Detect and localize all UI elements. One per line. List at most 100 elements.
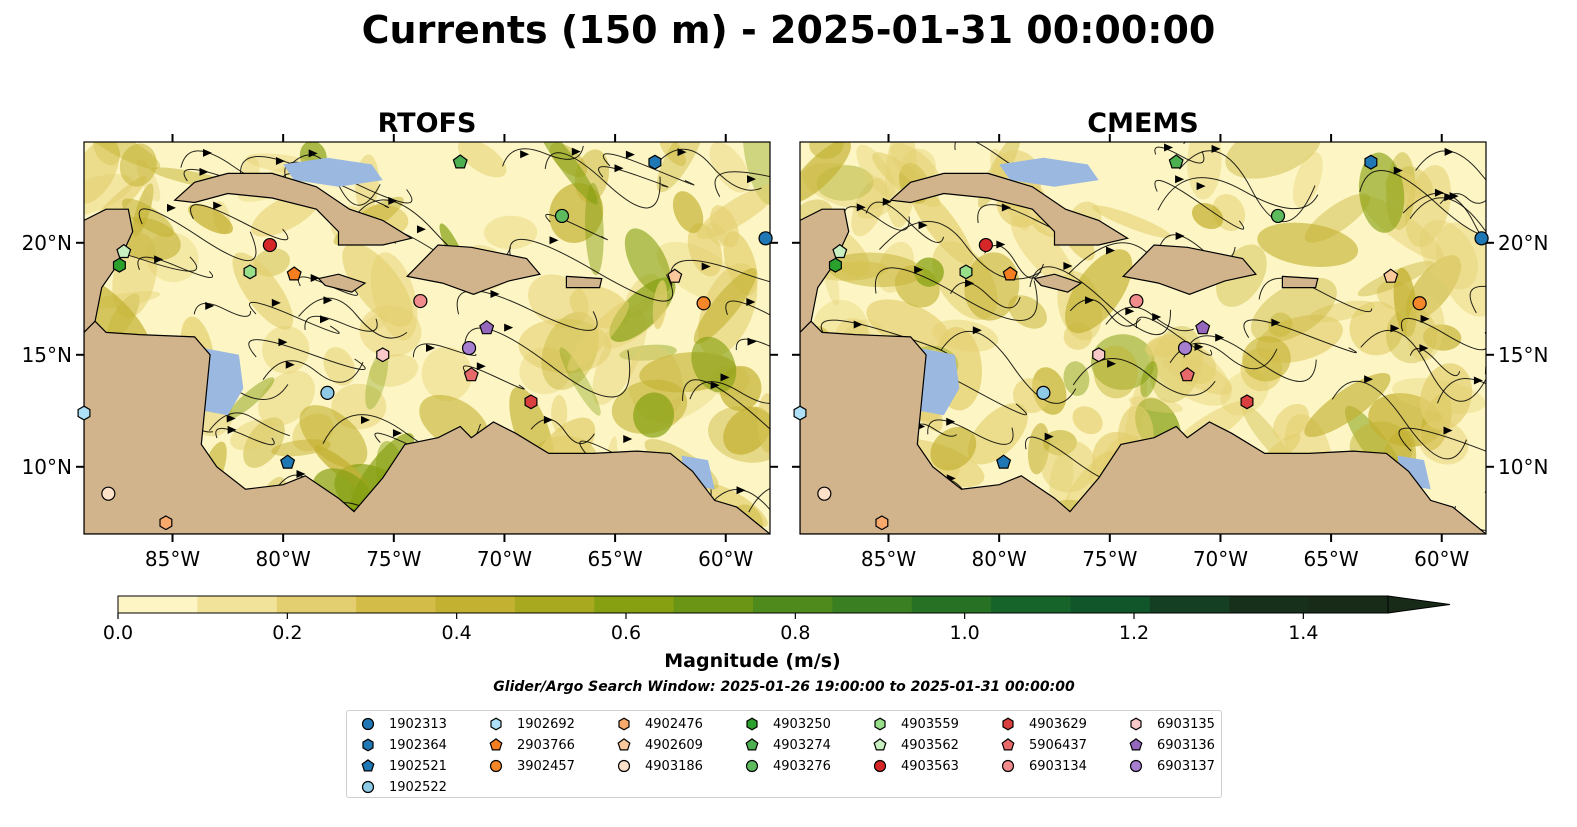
float-1902313 bbox=[1474, 231, 1489, 246]
legend-label: 1902521 bbox=[389, 758, 447, 774]
streamline bbox=[879, 220, 1042, 280]
streamline-arrow bbox=[166, 203, 176, 212]
legend-label: 5906437 bbox=[1029, 737, 1087, 753]
panel-title: RTOFS bbox=[378, 108, 477, 139]
y-tick-label: 15°N bbox=[1498, 343, 1548, 367]
streamline-arrow bbox=[154, 255, 164, 264]
float-6903136 bbox=[479, 320, 495, 335]
streamline-arrow bbox=[788, 484, 797, 492]
colorbar-bin bbox=[594, 596, 675, 613]
streamline bbox=[462, 365, 525, 390]
streamline-arrow bbox=[946, 417, 956, 426]
pentagon-marker-icon bbox=[617, 738, 631, 751]
streamline-arrow bbox=[1364, 375, 1374, 384]
legend-marker bbox=[745, 759, 759, 773]
x-tick-label: 80°W bbox=[256, 547, 311, 571]
legend-item: 4902476 bbox=[617, 714, 703, 734]
streamline-arrow bbox=[1063, 261, 1073, 270]
streamline-arrow bbox=[856, 203, 866, 212]
streamline bbox=[1409, 197, 1486, 233]
streamline bbox=[456, 290, 598, 331]
land-mass bbox=[889, 172, 1130, 246]
streamline bbox=[1183, 335, 1317, 382]
streamline-arrow bbox=[296, 469, 306, 478]
float-6903137 bbox=[1177, 340, 1193, 356]
streamline bbox=[1135, 316, 1213, 356]
streamline bbox=[1154, 179, 1245, 230]
streamline-arrow bbox=[853, 320, 863, 329]
float-4902476 bbox=[875, 515, 889, 531]
streamline-arrow bbox=[543, 415, 553, 424]
legend-item: 6903134 bbox=[1001, 756, 1087, 776]
streamline bbox=[1359, 170, 1486, 237]
streamline-arrow bbox=[972, 326, 982, 335]
streamline bbox=[262, 360, 364, 383]
legend-item: 4903629 bbox=[1001, 714, 1087, 734]
streamline-arrow bbox=[1085, 296, 1095, 305]
streamline bbox=[725, 300, 770, 316]
legend-label: 2903766 bbox=[517, 737, 575, 753]
streamline-arrow bbox=[736, 486, 746, 495]
legend-label: 4903274 bbox=[773, 737, 831, 753]
float-4903186 bbox=[101, 486, 116, 501]
legend-label: 4902609 bbox=[645, 737, 703, 753]
float-2903766 bbox=[1002, 266, 1018, 281]
colorbar-bin bbox=[673, 596, 754, 613]
legend-item: 4903563 bbox=[873, 756, 959, 776]
x-tick-label: 70°W bbox=[1193, 547, 1248, 571]
colorbar-bin bbox=[435, 596, 516, 613]
hexagon-marker-icon bbox=[1002, 717, 1014, 731]
streamline-arrow bbox=[918, 221, 928, 230]
streamline-arrow bbox=[1211, 144, 1221, 153]
x-tick-label: 70°W bbox=[477, 547, 532, 571]
pentagon-marker-icon bbox=[489, 738, 503, 751]
streamline-arrow bbox=[614, 164, 624, 173]
y-tick-label: 10°N bbox=[1498, 455, 1548, 479]
colorbar-tick-label: 1.0 bbox=[950, 622, 980, 644]
streamline-arrow bbox=[1106, 246, 1116, 255]
legend-label: 6903136 bbox=[1157, 737, 1215, 753]
streamline bbox=[1469, 285, 1486, 314]
legend-marker bbox=[745, 738, 759, 751]
map-frame bbox=[83, 141, 771, 535]
streamline-arrow bbox=[914, 265, 924, 274]
streamline-arrow bbox=[392, 429, 402, 438]
land-mass bbox=[317, 273, 367, 293]
streamline bbox=[927, 419, 1014, 445]
streamline-arrow bbox=[882, 197, 892, 206]
legend-marker bbox=[873, 759, 887, 773]
legend-item: 1902522 bbox=[361, 777, 447, 797]
streamline-arrow bbox=[1434, 188, 1444, 197]
legend-label: 1902313 bbox=[389, 716, 447, 732]
legend-item: 1902313 bbox=[361, 714, 447, 734]
circle-marker-icon bbox=[1001, 759, 1015, 773]
streamline bbox=[735, 338, 770, 351]
legend-marker bbox=[1001, 759, 1015, 773]
legend-label: 4903562 bbox=[901, 737, 959, 753]
panel-title: CMEMS bbox=[1087, 108, 1198, 139]
legend-item: 4903562 bbox=[873, 735, 959, 755]
streamline-arrow bbox=[623, 435, 633, 444]
colorbar-bin bbox=[753, 596, 833, 613]
streamline bbox=[509, 239, 674, 302]
colorbar-tick-label: 0.0 bbox=[103, 622, 133, 644]
legend-item: 4903559 bbox=[873, 714, 959, 734]
streamline-arrow bbox=[710, 381, 720, 390]
legend-label: 4903563 bbox=[901, 758, 959, 774]
streamline-arrow bbox=[677, 148, 687, 157]
float-4903250 bbox=[112, 257, 126, 273]
streamline-arrow bbox=[360, 415, 370, 424]
legend-label: 6903135 bbox=[1157, 716, 1215, 732]
streamline-arrow bbox=[1205, 125, 1214, 133]
streamline-arrow bbox=[1443, 426, 1453, 435]
circle-marker-icon bbox=[745, 759, 759, 773]
legend-item: 6903136 bbox=[1129, 735, 1215, 755]
float-6903134 bbox=[413, 293, 428, 309]
streamline bbox=[248, 339, 366, 371]
streamline-arrow bbox=[1152, 312, 1162, 321]
colorbar-tick-label: 1.2 bbox=[1119, 622, 1149, 644]
streamline bbox=[1072, 358, 1216, 396]
colorbar-tick-label: 0.2 bbox=[272, 622, 302, 644]
legend-marker bbox=[874, 717, 886, 731]
x-tick-label: 85°W bbox=[861, 547, 916, 571]
